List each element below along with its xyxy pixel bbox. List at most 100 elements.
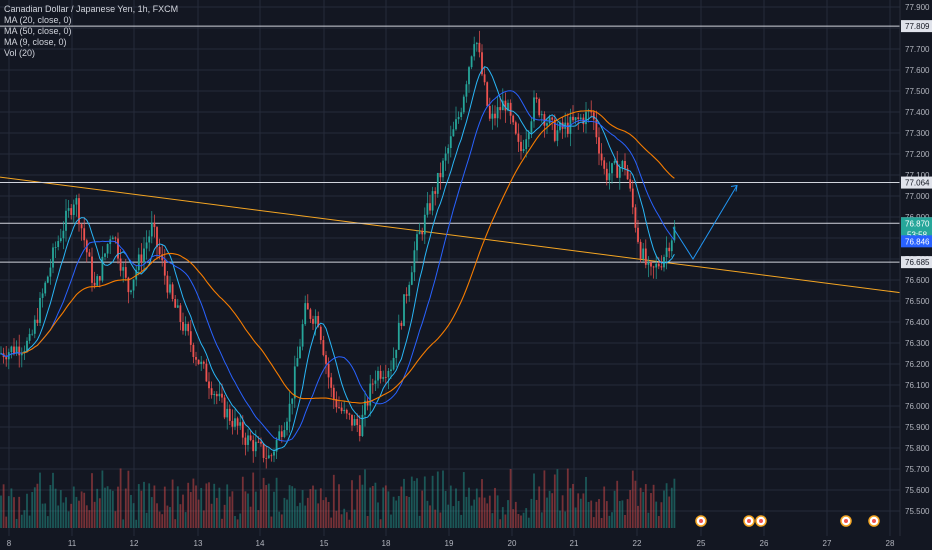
candle-body (382, 377, 385, 379)
candle-body (158, 247, 161, 255)
candle-body (579, 117, 582, 120)
volume-bar (442, 470, 444, 528)
candle-body (507, 102, 509, 111)
volume-bar (382, 487, 385, 528)
volume-bar (59, 490, 62, 528)
volume-bar (148, 483, 151, 528)
ma50-line (21, 110, 675, 404)
volume-bar (351, 480, 353, 528)
candle-body (260, 441, 262, 444)
volume-bar (15, 518, 18, 528)
volume-bar (169, 507, 171, 528)
symbol-title[interactable]: Canadian Dollar / Japanese Yen, 1h, FXCM (4, 4, 179, 14)
ma50-legend[interactable]: MA (50, close, 0) (4, 26, 72, 36)
candle-body (624, 161, 626, 169)
trendline-layer[interactable] (0, 176, 901, 294)
candle-body (18, 346, 21, 356)
candle-body (488, 105, 491, 119)
candle-body (179, 305, 182, 322)
time-tick-label: 21 (570, 539, 579, 548)
volume-bar (457, 500, 460, 528)
candle-body (590, 110, 593, 113)
chart-legend: Canadian Dollar / Japanese Yen, 1h, FXCM… (4, 4, 178, 59)
candle-body (504, 100, 507, 111)
volume-bar (91, 473, 93, 528)
volume-bar (564, 511, 567, 528)
candle-body (514, 122, 517, 134)
volume-bar (655, 501, 658, 528)
event-markers[interactable] (695, 515, 880, 527)
volume-bar (283, 497, 286, 528)
volume-legend[interactable]: Vol (20) (4, 48, 36, 58)
candle-body (468, 67, 470, 85)
projection-line[interactable] (672, 185, 738, 260)
candle-body (426, 203, 429, 215)
projection-path[interactable] (672, 184, 738, 260)
bar-countdown-label: 53:58 (907, 230, 928, 239)
time-axis[interactable] (0, 536, 932, 550)
volume-bar (244, 491, 247, 528)
candle-body (36, 319, 39, 323)
candle-body (465, 84, 468, 97)
volume-bar (616, 480, 619, 528)
volume-bar (592, 517, 595, 528)
candle-body (15, 346, 18, 354)
candle-body (520, 141, 522, 152)
candle-body (33, 319, 36, 334)
price-tick-label: 77.100 (905, 171, 930, 180)
candle-body (673, 226, 676, 241)
volume-bar (241, 476, 244, 528)
volume-bar (371, 485, 374, 528)
candle-body (319, 326, 322, 341)
volume-bar (598, 499, 600, 528)
trendline[interactable] (0, 176, 901, 294)
volume-bar (364, 469, 366, 528)
candle-body (283, 430, 286, 437)
candle-body (111, 237, 114, 240)
volume-bar (538, 486, 541, 528)
candle-body (189, 331, 192, 345)
candle-body (540, 114, 543, 116)
candle-body (5, 357, 8, 360)
volume-bar (208, 482, 210, 528)
volume-bar (652, 484, 655, 528)
ma20-legend[interactable]: MA (20, close, 0) (4, 15, 72, 25)
candle-body (31, 333, 34, 335)
volume-bar (202, 510, 205, 528)
volume-bar (215, 497, 218, 528)
candles (0, 30, 676, 469)
candle-body (499, 107, 502, 111)
volume-bar (605, 501, 608, 528)
price-axis[interactable] (900, 0, 932, 550)
candle-body (371, 383, 374, 385)
volume-bar (0, 495, 2, 528)
price-tick-label: 76.200 (905, 360, 930, 369)
volume-bar (348, 519, 351, 528)
candle-body (332, 387, 335, 400)
price-tick-label: 76.500 (905, 297, 930, 306)
volume-bar (153, 485, 156, 528)
candle-body (592, 112, 595, 120)
event-dot-icon (747, 519, 751, 523)
volume-bar (200, 487, 203, 528)
candle-body (431, 191, 434, 211)
candle-body (49, 267, 52, 277)
volume-bar (104, 487, 106, 528)
volume-bar (392, 496, 395, 528)
ma9-legend[interactable]: MA (9, close, 0) (4, 37, 67, 47)
volume-bar (673, 478, 676, 528)
volume-bar (23, 510, 26, 528)
candle-body (585, 111, 587, 125)
volume-bar (195, 485, 197, 528)
volume-bar (525, 508, 528, 528)
candle-body (379, 370, 382, 379)
candle-body (28, 333, 31, 341)
volume-bar (210, 503, 213, 528)
volume-bar (96, 488, 99, 528)
candle-body (176, 305, 179, 308)
candle-body (41, 293, 44, 298)
candle-body (546, 123, 548, 126)
candle-body (345, 409, 348, 414)
volume-bar (156, 503, 158, 528)
